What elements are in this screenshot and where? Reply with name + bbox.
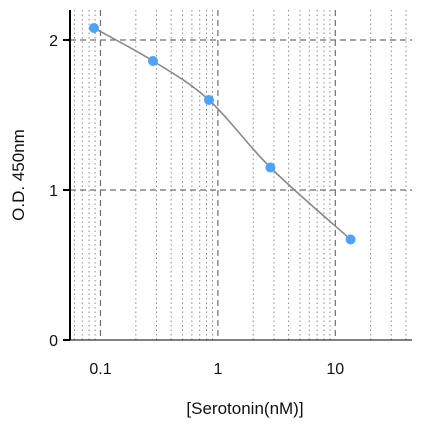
x-tick-label: 10 [326,361,344,378]
y-tick-label: 1 [49,183,58,200]
data-point [147,56,158,66]
x-tick-label: 0.1 [89,361,111,378]
data-point [265,162,276,173]
data-point [204,95,215,105]
fit-curve [93,27,352,241]
x-tick-label: 1 [213,361,222,378]
y-tick-label: 0 [49,333,58,350]
y-tick-label: 2 [49,33,58,50]
data-point [88,23,99,33]
data-points [88,23,356,245]
y-axis-title: O.D. 450nm [9,129,28,221]
fit-curve-layer [93,27,352,241]
ticks: 0 1 2 0.1 1 10 [49,33,344,378]
data-point [345,234,356,245]
grid [70,10,412,340]
axes [69,10,412,341]
x-axis-title: [Serotonin(nM)] [186,399,303,418]
